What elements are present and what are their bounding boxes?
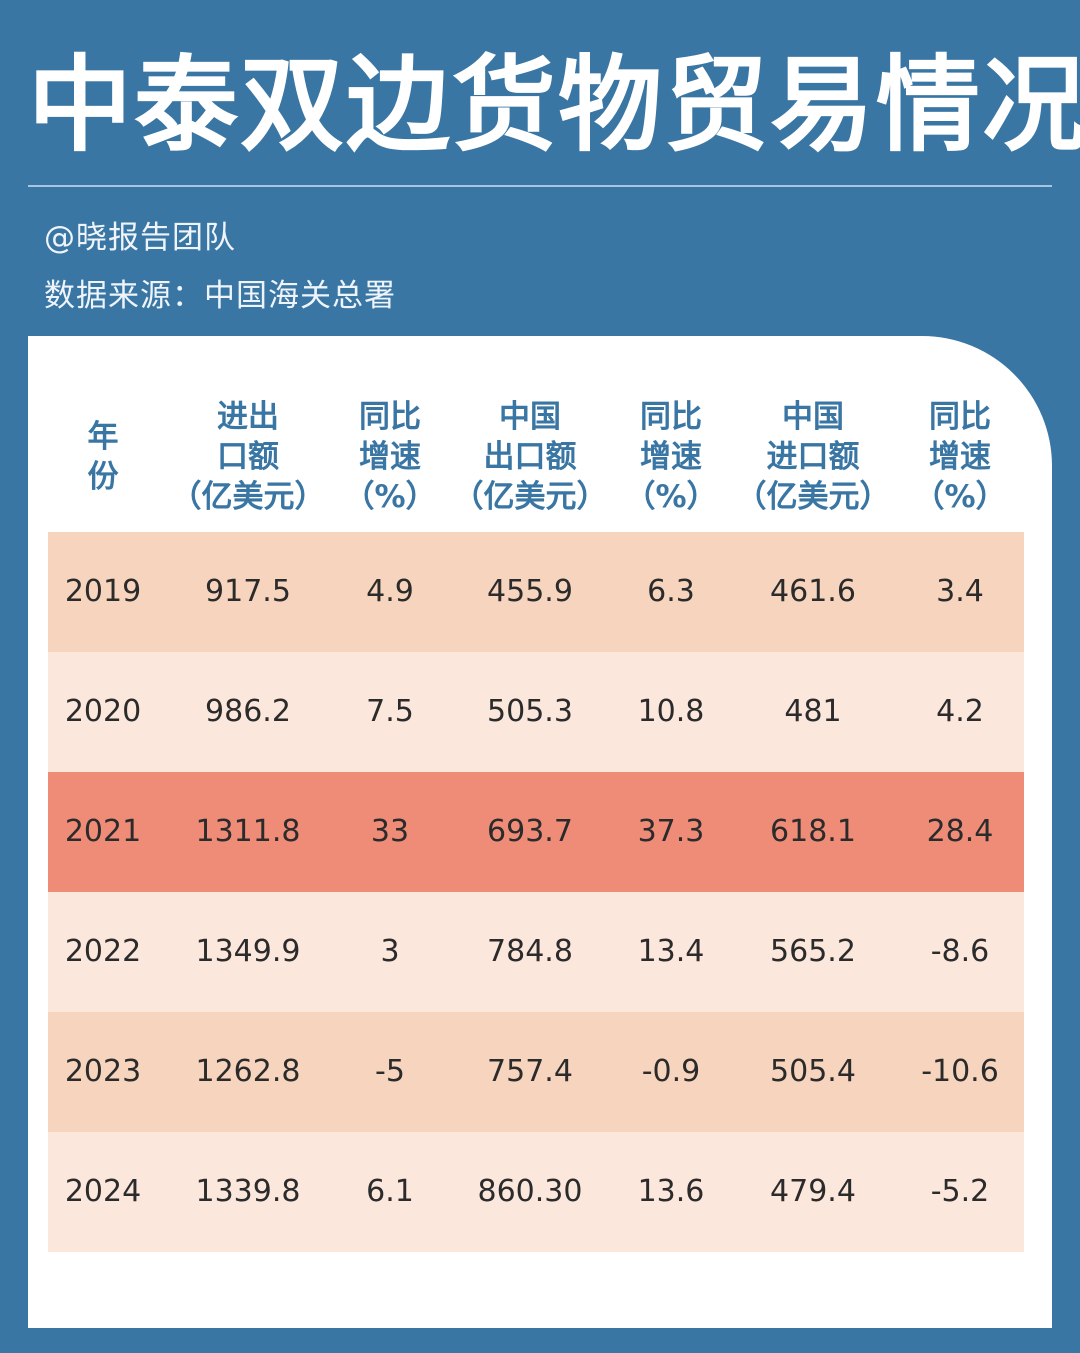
column-header: 进出 口额 （亿美元） xyxy=(170,399,326,515)
table-cell: 2021 xyxy=(64,814,142,849)
table-cell: 28.4 xyxy=(926,814,994,849)
table-row: 2022 1349.9 3 784.8 13.4 565.2 -8.6 xyxy=(48,892,1024,1012)
table-row: 2021 1311.8 33 693.7 37.3 618.1 28.4 xyxy=(48,772,1024,892)
column-header: 同比 增速 （%） xyxy=(343,399,437,515)
table-cell: -10.6 xyxy=(921,1054,999,1089)
table-cell: 917.5 xyxy=(205,574,291,609)
column-header: 同比 增速 （%） xyxy=(913,399,1007,515)
table-cell: 2019 xyxy=(64,574,142,609)
table-cell: 1262.8 xyxy=(195,1054,301,1089)
table-row: 2024 1339.8 6.1 860.30 13.6 479.4 -5.2 xyxy=(48,1132,1024,1252)
table-cell: 1311.8 xyxy=(195,814,301,849)
table-cell: 565.2 xyxy=(770,934,856,969)
table-cell: 986.2 xyxy=(205,694,291,729)
table-cell: 505.4 xyxy=(770,1054,856,1089)
table-cell: 693.7 xyxy=(487,814,573,849)
table-cell: 618.1 xyxy=(770,814,856,849)
data-source: 数据来源：中国海关总署 xyxy=(44,278,396,314)
table-cell: 481 xyxy=(784,694,842,729)
table-cell: -5.2 xyxy=(930,1174,990,1209)
table-cell: 784.8 xyxy=(487,934,573,969)
table-cell: 757.4 xyxy=(487,1054,573,1089)
table-cell: 4.9 xyxy=(366,574,414,609)
column-header: 同比 增速 （%） xyxy=(624,399,718,515)
table-cell: 479.4 xyxy=(770,1174,856,1209)
table-body: 2019 917.5 4.9 455.9 6.3 461.6 3.4 2020 986.2 7.5… xyxy=(48,532,1024,1252)
column-header: 年 份 xyxy=(87,419,119,495)
table-row: 2020 986.2 7.5 505.3 10.8 481 4.2 xyxy=(48,652,1024,772)
table-row: 2019 917.5 4.9 455.9 6.3 461.6 3.4 xyxy=(48,532,1024,652)
table-cell: 1349.9 xyxy=(195,934,301,969)
table-cell: 3 xyxy=(380,934,400,969)
table-cell: -8.6 xyxy=(930,934,990,969)
table-cell: 4.2 xyxy=(936,694,984,729)
table-cell: 3.4 xyxy=(936,574,984,609)
author-credit: @晓报告团队 xyxy=(44,220,236,256)
table-cell: 7.5 xyxy=(366,694,414,729)
table-header: 年 份进出 口额 （亿美元） 同比 增速 （%） 中国 出口额 （亿美元） 同比 增速… xyxy=(48,392,1024,522)
table-cell: 2020 xyxy=(64,694,142,729)
table-cell: 505.3 xyxy=(487,694,573,729)
title-divider xyxy=(28,185,1052,187)
table-cell: 2024 xyxy=(64,1174,142,1209)
column-header: 中国 出口额 （亿美元） xyxy=(452,399,608,515)
table-cell: 2023 xyxy=(64,1054,142,1089)
table-cell: 461.6 xyxy=(770,574,856,609)
table-cell: -5 xyxy=(375,1054,405,1089)
table-cell: 1339.8 xyxy=(195,1174,301,1209)
table-cell: 33 xyxy=(370,814,410,849)
table-cell: 860.30 xyxy=(477,1174,583,1209)
table-row: 2023 1262.8 -5 757.4 -0.9 505.4 -10.6 xyxy=(48,1012,1024,1132)
table-cell: 37.3 xyxy=(637,814,705,849)
column-header: 中国 进口额 （亿美元） xyxy=(735,399,891,515)
table-cell: 13.4 xyxy=(637,934,705,969)
table-cell: 10.8 xyxy=(637,694,705,729)
page-title: 中泰双边货物贸易情况 xyxy=(28,44,1080,166)
table-cell: 2022 xyxy=(64,934,142,969)
table-cell: 6.1 xyxy=(366,1174,414,1209)
table-cell: 455.9 xyxy=(487,574,573,609)
table-cell: -0.9 xyxy=(641,1054,701,1089)
table-cell: 13.6 xyxy=(637,1174,705,1209)
table-cell: 6.3 xyxy=(647,574,695,609)
